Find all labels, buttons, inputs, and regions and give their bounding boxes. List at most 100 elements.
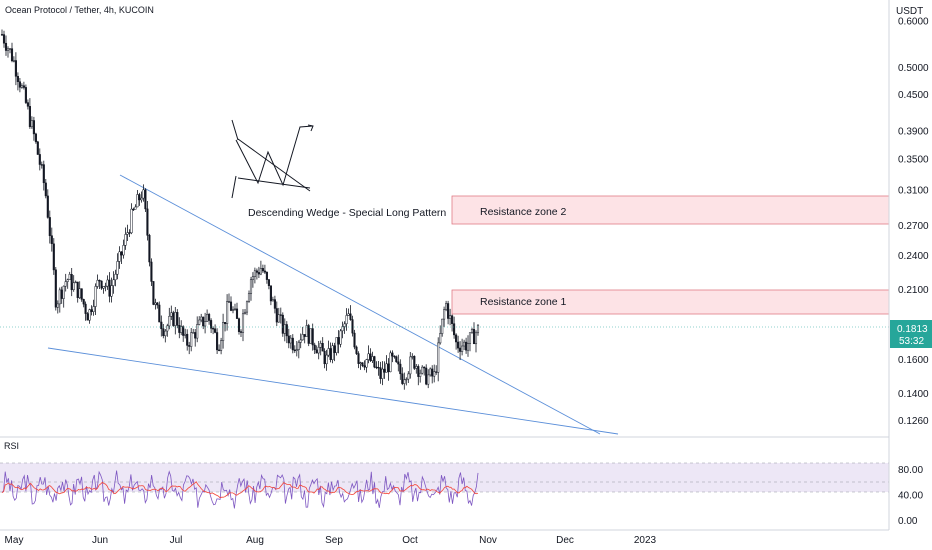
wedge-sketch (231, 119, 314, 199)
resistance-zone-2 (451, 195, 890, 225)
candle-body (281, 314, 284, 334)
candle-body (299, 339, 302, 343)
candle-body (263, 270, 266, 273)
candle-body (321, 343, 324, 352)
candle-body (373, 356, 376, 368)
candle-body (229, 301, 233, 311)
candle-body (317, 347, 320, 354)
candle-body (237, 318, 241, 332)
price-tick-label: 0.5000 (898, 63, 929, 74)
price-axis[interactable]: USDT (888, 0, 923, 530)
last-price-badge: 0.1813 53:32 (890, 320, 932, 348)
candle-body (108, 279, 111, 297)
symbol-title: Ocean Protocol / Tether, 4h, KUCOIN (5, 5, 154, 15)
candle-body (198, 319, 201, 325)
candle-body (421, 366, 424, 374)
candle-body (289, 337, 292, 344)
candle-body (202, 316, 205, 327)
candle-body (267, 279, 270, 286)
candle-body (453, 323, 456, 336)
candle-body (375, 366, 378, 369)
candle-body (468, 332, 472, 344)
candle-body (184, 333, 187, 336)
candle-body (371, 356, 374, 361)
candle-body (439, 333, 442, 344)
candle-body (42, 164, 45, 184)
candle-body (443, 309, 446, 320)
candle-body (128, 232, 131, 234)
rsi-title: RSI (4, 441, 19, 451)
candle-body (311, 328, 314, 346)
candle-body (472, 329, 476, 345)
candle-body (341, 326, 344, 332)
candle-body (285, 324, 288, 337)
candle-body (46, 195, 49, 218)
candle-body (48, 217, 51, 236)
candle-body (20, 85, 23, 88)
candle-body (162, 328, 165, 337)
candle-body (136, 194, 139, 208)
candle-body (74, 281, 77, 284)
rsi-tick-label: 0.00 (898, 516, 918, 527)
candle-body (110, 285, 113, 297)
candle-body (38, 154, 41, 165)
candle-body (429, 368, 432, 376)
candle-body (329, 348, 332, 360)
time-tick-label: Sep (325, 535, 343, 546)
time-axis[interactable]: May Jun Jul Aug Sep Oct Nov Dec 2023 (0, 529, 889, 546)
candle-body (343, 323, 346, 327)
candle-body (313, 344, 316, 350)
candle-body (476, 324, 480, 334)
candle-body (176, 312, 179, 326)
candle-body (323, 350, 326, 365)
candle-body (399, 363, 402, 375)
price-tick-label: 0.2400 (898, 251, 929, 262)
candle-body (474, 332, 478, 345)
candle-body (142, 189, 145, 199)
candle-body (381, 368, 384, 379)
candle-body (411, 356, 414, 358)
candle-body (72, 282, 75, 290)
candle-body (190, 332, 193, 347)
candle-body (393, 355, 396, 358)
candle-body (413, 356, 416, 369)
candle-body (98, 279, 101, 282)
candle-body (2, 34, 6, 44)
candle-body (218, 349, 221, 351)
candle-body (466, 343, 470, 351)
candle-body (455, 334, 458, 343)
candle-body (134, 206, 137, 210)
rsi-tick-label: 80.00 (898, 465, 923, 476)
candle-body (337, 337, 340, 345)
candle-body (96, 279, 99, 287)
candle-body (251, 276, 254, 280)
candle-body (86, 313, 89, 321)
candle-body (283, 324, 286, 334)
candle-body (367, 353, 370, 360)
candle-body (401, 373, 404, 384)
candle-body (335, 337, 338, 353)
candle-body (178, 325, 181, 333)
candle-body (253, 270, 256, 277)
candle-body (327, 348, 330, 356)
candle-body (431, 368, 434, 377)
rsi-line (1, 470, 479, 509)
last-price-value: 0.1813 (897, 324, 928, 335)
rsi-panel: RSI (0, 436, 889, 509)
candle-body (104, 285, 107, 288)
candle-body (307, 325, 310, 344)
candle-body (50, 235, 53, 244)
candle-body (54, 269, 57, 308)
candle-body (397, 361, 400, 365)
candle-body (349, 313, 352, 320)
candle-body (325, 354, 328, 365)
time-tick-label: Dec (556, 535, 574, 546)
time-tick-label: Aug (246, 535, 264, 546)
candle-body (170, 312, 173, 317)
lower-trendline (47, 347, 619, 435)
candle-body (331, 345, 334, 360)
price-candles (0, 29, 480, 390)
candle-body (18, 81, 21, 88)
candle-body (180, 326, 183, 333)
